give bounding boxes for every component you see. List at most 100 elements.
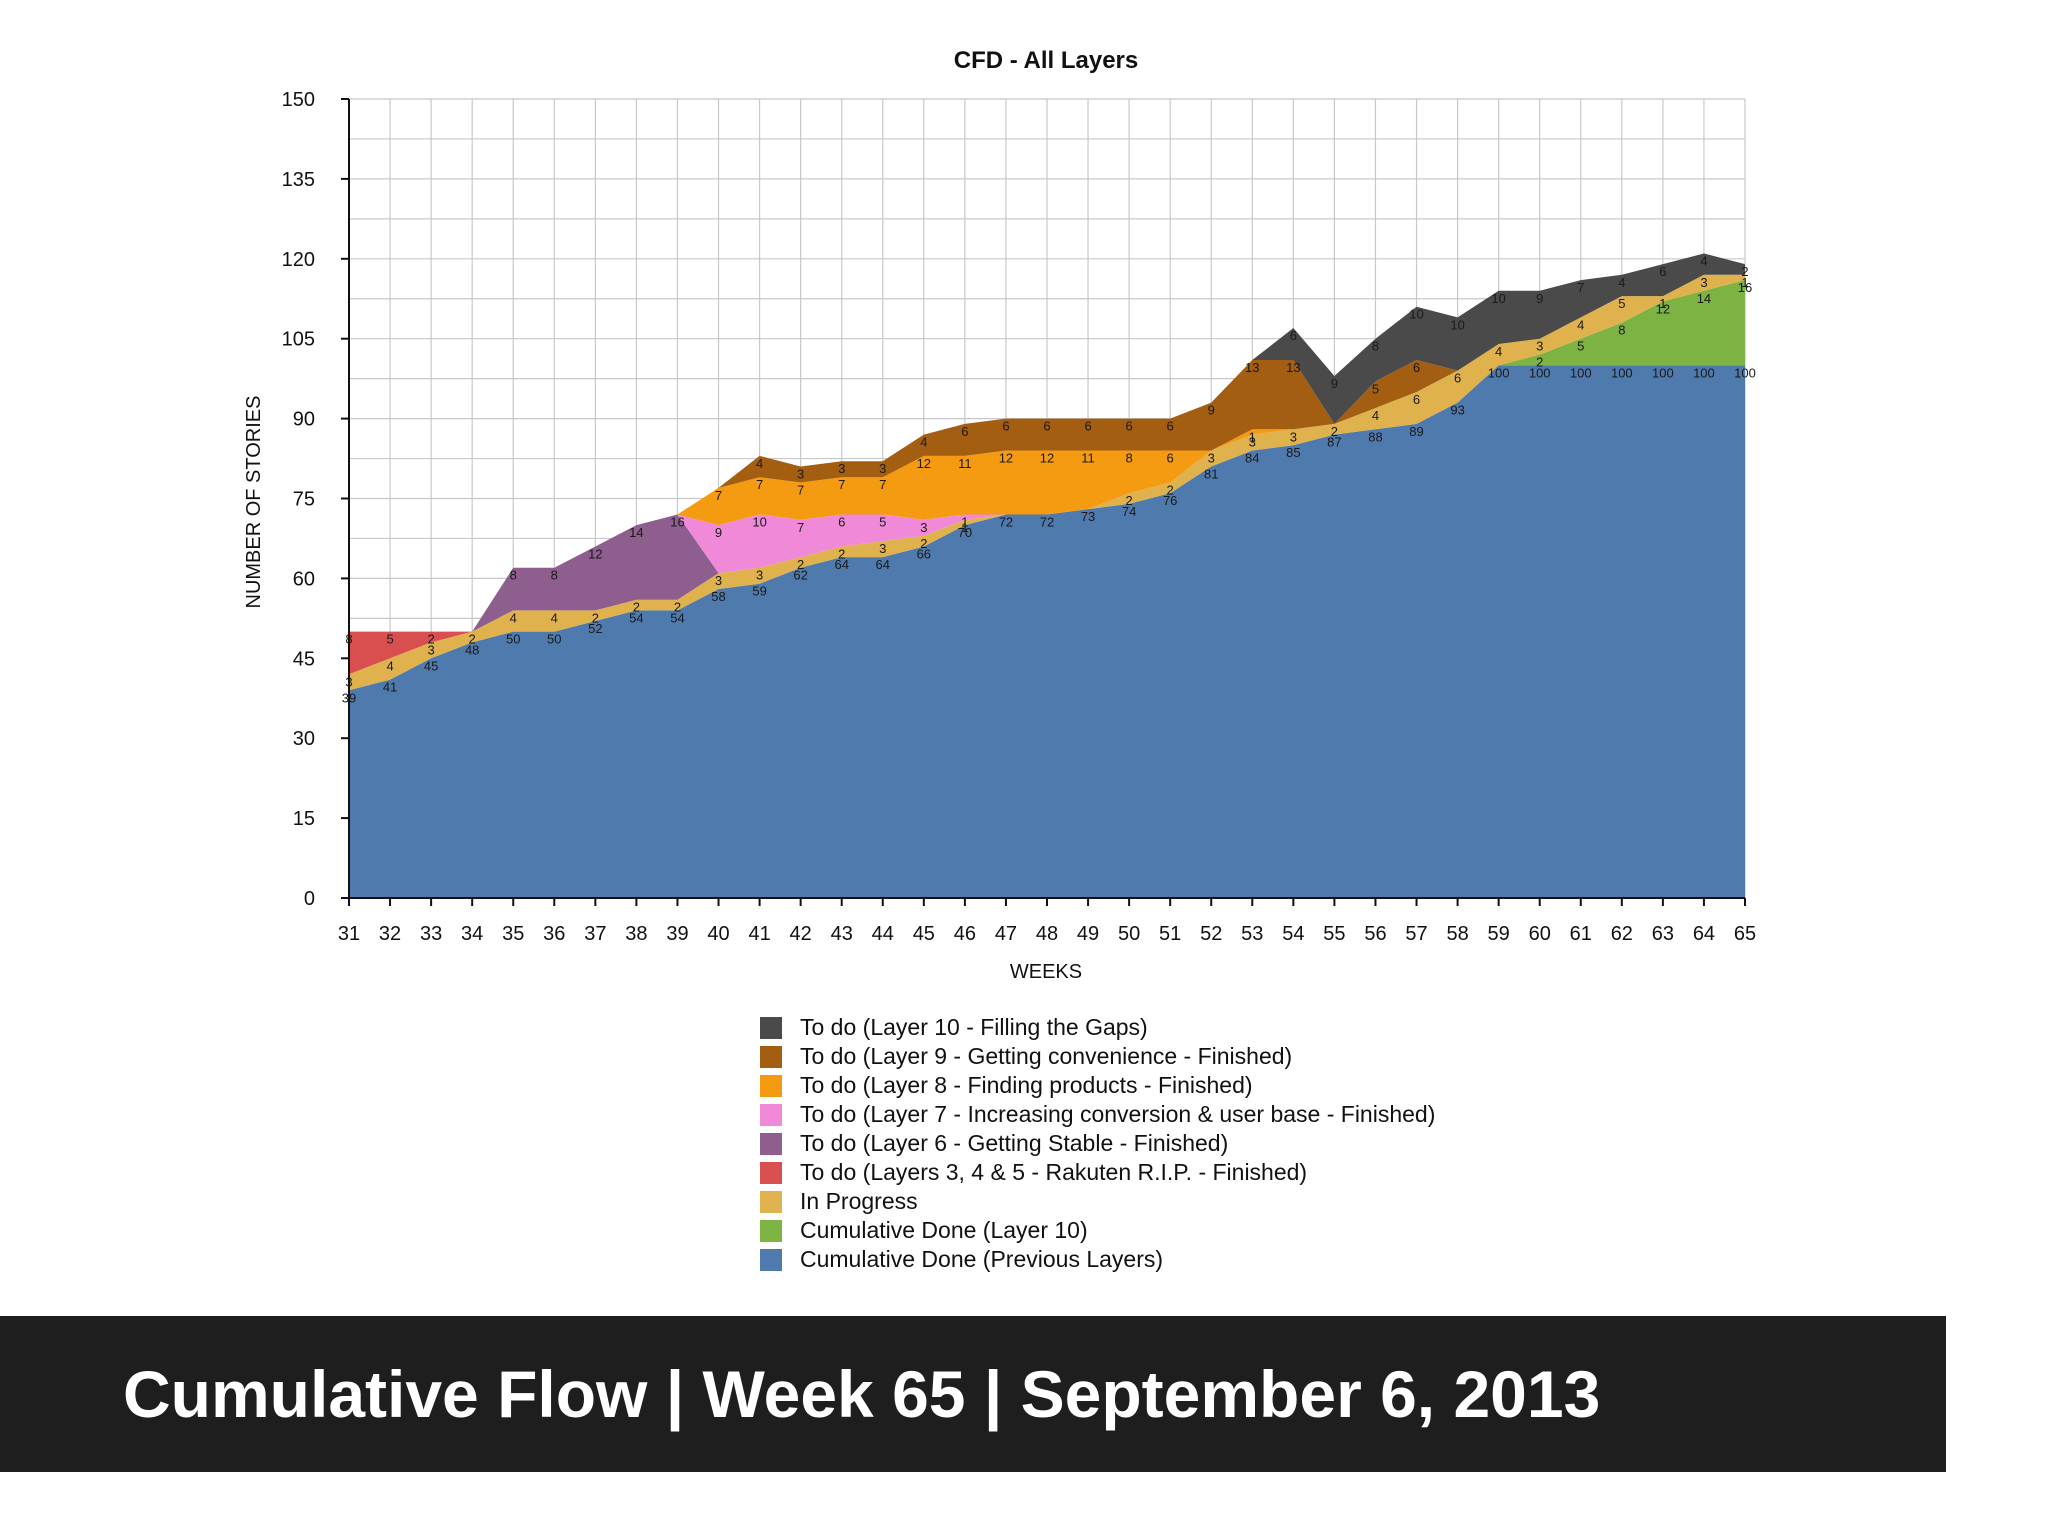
y-tick-label: 45: [293, 648, 315, 670]
data-label: 1: [1741, 275, 1748, 290]
x-tick-label: 52: [1200, 923, 1222, 945]
data-label: 3: [879, 461, 886, 476]
data-label: 64: [876, 557, 890, 572]
data-label: 4: [1495, 344, 1502, 359]
legend-label: To do (Layer 6 - Getting Stable - Finish…: [800, 1130, 1229, 1156]
data-label: 1: [1659, 296, 1666, 311]
data-label: 3: [1700, 275, 1707, 290]
legend-item: To do (Layer 10 - Filling the Gaps): [760, 1013, 1435, 1042]
data-label: 72: [1040, 514, 1054, 529]
x-tick-label: 38: [625, 923, 647, 945]
legend-swatch: [760, 1190, 782, 1213]
data-label: 2: [838, 546, 845, 561]
data-label: 2: [1741, 264, 1748, 279]
data-label: 6: [1413, 360, 1420, 375]
data-label: 10: [1450, 317, 1464, 332]
legend-label: In Progress: [800, 1188, 918, 1214]
data-label: 4: [920, 435, 927, 450]
data-label: 100: [1570, 365, 1592, 380]
x-tick-label: 51: [1159, 923, 1181, 945]
x-tick-label: 42: [790, 923, 812, 945]
series-area: [349, 274, 1745, 632]
data-label: 8: [1372, 339, 1379, 354]
data-label: 73: [1081, 509, 1095, 524]
data-label: 12: [588, 546, 602, 561]
data-label: 3: [879, 541, 886, 556]
data-label: 6: [1043, 419, 1050, 434]
data-label: 3: [345, 674, 352, 689]
data-label: 52: [588, 621, 602, 636]
data-label: 7: [838, 477, 845, 492]
legend-item: To do (Layer 7 - Increasing conversion &…: [760, 1100, 1435, 1129]
legend-label: To do (Layer 7 - Increasing conversion &…: [800, 1101, 1436, 1127]
data-label: 2: [674, 600, 681, 615]
data-label: 4: [386, 658, 393, 673]
data-label: 3: [1536, 339, 1543, 354]
x-tick-label: 39: [666, 923, 688, 945]
data-label: 14: [1697, 291, 1711, 306]
data-label: 6: [1167, 419, 1174, 434]
data-label: 8: [510, 568, 517, 583]
legend-item: Cumulative Done (Previous Layers): [760, 1245, 1435, 1274]
chart-title: CFD - All Layers: [954, 47, 1139, 74]
data-label: 7: [715, 488, 722, 503]
data-label: 1: [1249, 429, 1256, 444]
data-label: 89: [1409, 424, 1423, 439]
y-tick-label: 30: [293, 728, 315, 750]
series-areas: [349, 253, 1745, 898]
legend-swatch: [760, 1132, 782, 1155]
data-label: 4: [1372, 408, 1379, 423]
y-tick-labels: 0 15 30 45 60 75 90 105 120 135 150: [282, 89, 349, 910]
data-label: 12: [999, 451, 1013, 466]
data-label: 1: [961, 520, 968, 535]
data-label: 6: [961, 424, 968, 439]
data-label: 100: [1734, 365, 1756, 380]
data-label: 4: [1700, 253, 1707, 268]
data-label: 93: [1450, 403, 1464, 418]
data-label: 16: [670, 514, 684, 529]
y-tick-label: 0: [304, 888, 315, 910]
x-tick-label: 49: [1077, 923, 1099, 945]
x-tick-label: 64: [1693, 923, 1715, 945]
data-label: 6: [1454, 371, 1461, 386]
legend-swatch: [760, 1074, 782, 1097]
data-label: 2: [1167, 483, 1174, 498]
data-label: 7: [797, 520, 804, 535]
x-tick-label: 43: [831, 923, 853, 945]
data-label: 76: [1163, 493, 1177, 508]
data-label: 7: [756, 477, 763, 492]
data-label: 1: [961, 514, 968, 529]
data-label: 9: [1536, 291, 1543, 306]
legend-swatch: [760, 1161, 782, 1184]
data-label: 3: [1208, 451, 1215, 466]
data-label: 2: [469, 632, 476, 647]
x-axis-label: WEEKS: [1010, 961, 1082, 983]
series-area: [349, 274, 1745, 632]
y-axis-label: NUMBER OF STORIES: [243, 396, 265, 609]
x-tick-label: 57: [1405, 923, 1427, 945]
data-label: 100: [1611, 365, 1633, 380]
x-tick-label: 31: [338, 923, 360, 945]
x-tick-label: 44: [872, 923, 894, 945]
data-label: 50: [547, 632, 561, 647]
data-label: 6: [1413, 392, 1420, 407]
data-label: 11: [958, 456, 972, 471]
x-tick-label: 48: [1036, 923, 1058, 945]
data-label: 100: [1529, 365, 1551, 380]
data-label: 2: [920, 536, 927, 551]
data-label: 74: [1122, 504, 1136, 519]
data-label: 10: [752, 514, 766, 529]
data-label: 66: [917, 546, 931, 561]
legend-swatch: [760, 1219, 782, 1242]
data-label: 16: [1738, 280, 1752, 295]
slide-caption: Cumulative Flow | Week 65 | September 6,…: [123, 1357, 1601, 1431]
legend-item: To do (Layer 9 - Getting convenience - F…: [760, 1042, 1435, 1071]
series-area: [349, 274, 1745, 691]
data-label: 4: [1577, 317, 1584, 332]
x-tick-label: 65: [1734, 923, 1756, 945]
data-label: 4: [510, 610, 517, 625]
x-tick-label: 63: [1652, 923, 1674, 945]
y-tick-label: 150: [282, 89, 315, 111]
y-tick-label: 105: [282, 329, 315, 351]
x-tick-label: 47: [995, 923, 1017, 945]
